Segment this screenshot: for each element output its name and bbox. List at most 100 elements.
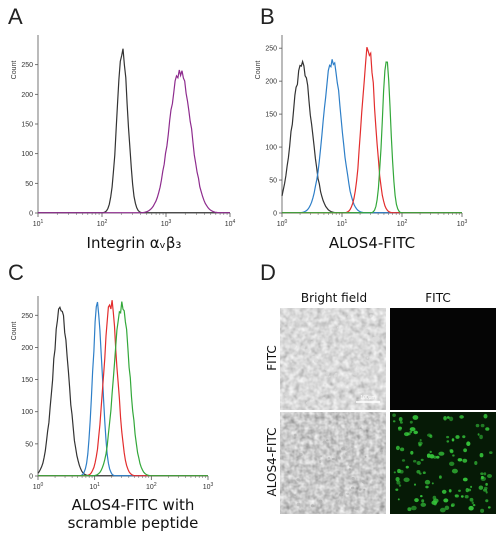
cell-mark bbox=[446, 435, 450, 439]
cell-mark bbox=[401, 459, 406, 462]
cell-mark bbox=[410, 450, 414, 455]
x-tick-label: 101 bbox=[33, 219, 44, 228]
cell-mark bbox=[311, 341, 313, 343]
cell-mark bbox=[426, 453, 431, 458]
cell-mark bbox=[322, 352, 325, 354]
cell-mark bbox=[465, 488, 469, 493]
cell-mark bbox=[330, 474, 333, 477]
panel-letter-b: B bbox=[260, 4, 275, 29]
cell-mark bbox=[475, 423, 480, 428]
cell-mark bbox=[420, 502, 427, 507]
cell-mark bbox=[433, 502, 437, 506]
cell-mark bbox=[458, 489, 461, 492]
cell-mark bbox=[325, 371, 330, 376]
y-tick-label: 250 bbox=[265, 46, 277, 53]
cell-mark bbox=[296, 502, 301, 507]
cell-mark bbox=[443, 498, 449, 503]
cell-mark bbox=[344, 388, 349, 392]
cell-mark bbox=[358, 389, 362, 393]
panel-letter-a: A bbox=[8, 4, 23, 29]
cell-mark bbox=[304, 332, 307, 335]
cell-mark bbox=[362, 480, 366, 484]
cell-mark bbox=[420, 495, 423, 498]
cell-mark bbox=[324, 368, 327, 371]
cell-mark bbox=[379, 449, 383, 453]
cell-mark bbox=[301, 345, 306, 349]
cell-mark bbox=[398, 426, 402, 430]
x-tick-label: 103 bbox=[203, 482, 214, 491]
cell-mark bbox=[324, 337, 329, 341]
cell-mark bbox=[468, 505, 474, 511]
cell-mark bbox=[444, 505, 450, 510]
cell-mark bbox=[306, 320, 309, 323]
cell-mark bbox=[420, 458, 424, 462]
cell-mark bbox=[455, 435, 460, 439]
cell-mark bbox=[489, 451, 493, 454]
y-tick-label: 50 bbox=[25, 441, 33, 448]
cell-mark bbox=[438, 451, 445, 456]
cell-mark bbox=[364, 421, 367, 423]
x-axis-label-line: scramble peptide bbox=[68, 514, 199, 532]
cell-mark bbox=[429, 454, 435, 459]
cell-mark bbox=[416, 470, 421, 474]
cell-mark bbox=[324, 383, 327, 386]
cell-mark bbox=[451, 468, 458, 474]
cell-mark bbox=[358, 488, 362, 491]
cell-mark bbox=[439, 507, 446, 513]
cell-mark bbox=[347, 315, 351, 319]
cell-mark bbox=[351, 476, 355, 481]
cell-mark bbox=[427, 433, 432, 437]
cell-mark bbox=[419, 472, 422, 475]
cell-mark bbox=[395, 488, 399, 491]
cell-mark bbox=[443, 416, 447, 420]
cell-mark bbox=[314, 458, 317, 461]
histogram-curve-1 bbox=[37, 306, 208, 477]
cell-mark bbox=[320, 392, 323, 395]
cell-mark bbox=[339, 493, 344, 497]
bright-field-alos4-image bbox=[280, 412, 386, 514]
cell-mark bbox=[446, 440, 450, 443]
cell-mark bbox=[299, 391, 303, 395]
cell-mark bbox=[316, 414, 318, 417]
x-axis-label: ALOS4-FITC bbox=[329, 234, 415, 252]
cell-mark bbox=[338, 456, 341, 460]
axis-lines bbox=[281, 35, 462, 214]
cell-mark bbox=[462, 435, 466, 439]
cell-mark bbox=[462, 477, 468, 482]
axis-lines bbox=[37, 35, 230, 214]
y-tick-label: 50 bbox=[25, 181, 33, 188]
y-tick-label: 200 bbox=[21, 345, 33, 352]
cell-mark bbox=[346, 448, 350, 450]
cell-mark bbox=[487, 506, 491, 509]
cell-mark bbox=[287, 323, 292, 327]
cell-mark bbox=[424, 479, 431, 485]
cell-mark bbox=[352, 372, 358, 376]
cell-mark bbox=[396, 480, 401, 485]
x-axis-label: Integrin αᵥβ₃ bbox=[87, 234, 182, 252]
cell-mark bbox=[369, 314, 373, 318]
x-tick-label: 102 bbox=[97, 219, 108, 228]
cell-mark bbox=[452, 454, 455, 457]
cell-mark bbox=[305, 401, 311, 405]
cell-mark bbox=[398, 417, 403, 422]
cell-mark bbox=[451, 438, 455, 442]
histogram-curve-3 bbox=[38, 300, 208, 477]
cell-mark bbox=[313, 359, 318, 363]
fitc-alos4-image bbox=[390, 412, 496, 514]
cell-mark bbox=[363, 329, 369, 334]
cell-mark bbox=[448, 489, 452, 493]
cell-mark bbox=[449, 449, 454, 453]
cell-mark bbox=[483, 413, 488, 419]
cell-mark bbox=[416, 461, 421, 465]
cell-mark bbox=[480, 475, 484, 480]
histogram-curve-2 bbox=[38, 301, 208, 477]
cell-mark bbox=[296, 478, 300, 481]
cell-mark bbox=[349, 464, 352, 468]
cell-mark bbox=[333, 374, 338, 378]
cell-mark bbox=[300, 509, 305, 512]
cell-mark bbox=[337, 326, 339, 329]
cell-mark bbox=[449, 416, 454, 422]
cell-mark bbox=[325, 366, 329, 370]
